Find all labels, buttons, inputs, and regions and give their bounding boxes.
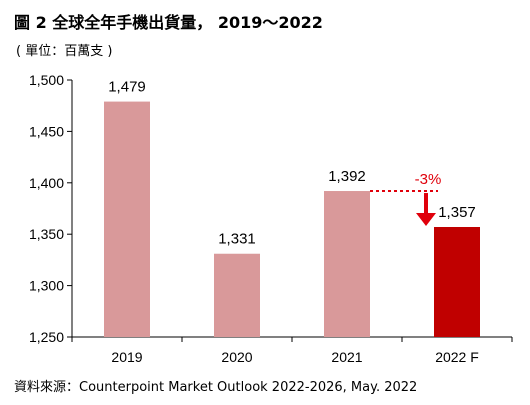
y-tick-label: 1,300 xyxy=(29,278,64,294)
x-tick-label: 2021 xyxy=(331,349,362,365)
change-arrow-head xyxy=(416,213,436,227)
y-tick-label: 1,400 xyxy=(29,175,64,191)
x-tick-label: 2020 xyxy=(221,349,252,365)
bar-series xyxy=(104,101,480,337)
data-label: 1,357 xyxy=(438,204,476,221)
data-label: 1,392 xyxy=(328,168,366,185)
x-axis: 2019 2020 2021 2022 F xyxy=(71,336,513,365)
unit-label: ( 單位：百萬支 ) xyxy=(16,44,113,59)
data-label: 1,331 xyxy=(218,231,256,248)
y-axis: 1,250 1,300 1,350 1,400 1,450 1,500 xyxy=(29,72,73,345)
y-tick-label: 1,250 xyxy=(29,329,64,345)
y-tick-label: 1,500 xyxy=(29,72,64,88)
x-tick-label: 2022 F xyxy=(435,349,479,365)
bar-2020 xyxy=(214,253,260,337)
y-tick-label: 1,350 xyxy=(29,226,64,242)
bar-2019 xyxy=(104,101,150,337)
bar-2021 xyxy=(324,191,370,337)
chart-title: 圖 2 全球全年手機出貨量， 2019～2022 xyxy=(14,13,323,32)
data-label: 1,479 xyxy=(108,79,146,96)
bar-2022-f xyxy=(434,227,480,337)
change-annotation: -3% xyxy=(370,171,442,227)
x-tick-label: 2019 xyxy=(111,349,142,365)
data-labels: 1,479 1,331 1,392 1,357 xyxy=(108,79,476,248)
source-note: 資料來源：Counterpoint Market Outlook 2022-20… xyxy=(14,380,418,395)
y-tick-label: 1,450 xyxy=(29,123,64,139)
change-percent-label: -3% xyxy=(415,171,442,188)
